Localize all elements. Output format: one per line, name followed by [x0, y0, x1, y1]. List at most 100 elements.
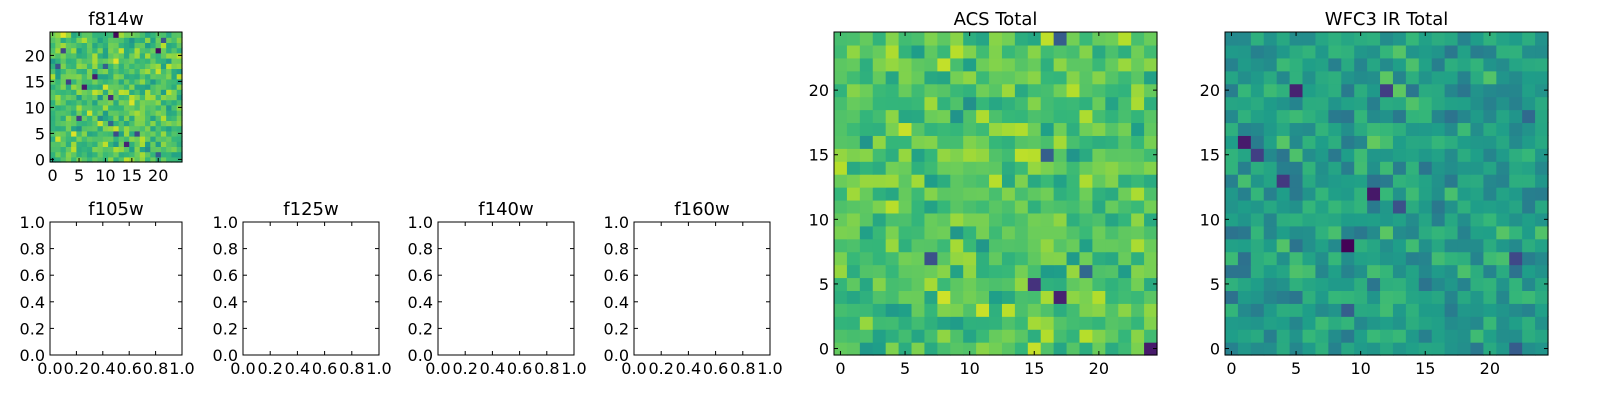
- heatmap-cell: [129, 89, 136, 95]
- heatmap-cell: [134, 68, 141, 75]
- heatmap-cell: [1250, 212, 1265, 227]
- heatmap-cell: [118, 63, 125, 69]
- heatmap-cell: [872, 277, 887, 291]
- heatmap-cell: [71, 156, 77, 163]
- heatmap-cell: [113, 115, 120, 121]
- heatmap-cell: [1496, 70, 1510, 85]
- heatmap-cell: [155, 99, 162, 106]
- heatmap-cell: [102, 120, 109, 127]
- heatmap-cell: [1457, 225, 1472, 240]
- heatmap-cell: [60, 58, 67, 64]
- heatmap-cell: [113, 47, 120, 54]
- heatmap-cell: [76, 73, 83, 80]
- heatmap-cell: [145, 58, 151, 64]
- y-tick-label: 0.6: [20, 266, 45, 285]
- heatmap-cell: [92, 146, 99, 153]
- heatmap-cell: [97, 151, 104, 158]
- heatmap-cell: [92, 120, 99, 127]
- heatmap-cell: [1392, 44, 1407, 59]
- heatmap-cell: [911, 70, 926, 85]
- heatmap-cell: [118, 84, 125, 90]
- y-tick-label: 0.8: [213, 240, 238, 259]
- heatmap-cell: [950, 212, 964, 227]
- x-tick-label: 0.0: [230, 359, 255, 378]
- heatmap-cell: [976, 290, 990, 304]
- heatmap-cell: [1066, 109, 1081, 124]
- heatmap-cell: [989, 135, 1003, 149]
- heatmap-cell: [963, 225, 977, 240]
- panel-title: f814w: [88, 9, 143, 30]
- heatmap-cell: [1250, 96, 1265, 111]
- heatmap-cell: [1276, 174, 1291, 188]
- heatmap-cell: [145, 141, 151, 147]
- heatmap-cell: [108, 110, 114, 116]
- heatmap-cell: [171, 130, 178, 137]
- heatmap-cell: [108, 120, 114, 127]
- heatmap-cell: [1250, 187, 1265, 201]
- heatmap-cell: [1131, 212, 1145, 227]
- heatmap-cell: [1457, 187, 1472, 201]
- heatmap-cell: [1354, 238, 1368, 253]
- heatmap-cell: [1535, 212, 1549, 227]
- heatmap-cell: [155, 68, 162, 75]
- heatmap-cell: [71, 136, 77, 142]
- heatmap-cell: [1328, 44, 1342, 59]
- heatmap-cell: [846, 135, 861, 149]
- heatmap-cell: [1144, 303, 1158, 317]
- heatmap-cell: [937, 96, 951, 111]
- heatmap-cell: [1457, 199, 1472, 214]
- heatmap-cell: [55, 115, 62, 121]
- heatmap-cell: [108, 63, 114, 69]
- heatmap-cell: [1509, 238, 1523, 253]
- heatmap-cell: [1380, 329, 1394, 343]
- heatmap-cell: [1315, 70, 1329, 85]
- heatmap-cell: [1289, 122, 1304, 136]
- heatmap-cell: [1237, 148, 1252, 162]
- heatmap-cell: [1105, 109, 1119, 124]
- heatmap-cell: [134, 42, 141, 49]
- heatmap-cell: [1040, 135, 1055, 149]
- heatmap-cell: [160, 32, 167, 38]
- heatmap-cell: [1509, 96, 1523, 111]
- heatmap-cell: [1483, 122, 1497, 136]
- heatmap-cell: [1431, 57, 1446, 72]
- heatmap-cell: [1367, 277, 1381, 291]
- heatmap-cell: [1354, 32, 1368, 46]
- heatmap-cell: [1341, 109, 1355, 124]
- heatmap-cell: [950, 135, 964, 149]
- heatmap-cell: [1535, 303, 1549, 317]
- heatmap-cell: [1354, 57, 1368, 72]
- heatmap-cell: [92, 130, 99, 137]
- heatmap-cell: [859, 148, 874, 162]
- heatmap-cell: [937, 264, 951, 279]
- heatmap-cell: [1027, 316, 1042, 330]
- heatmap-cell: [76, 47, 83, 54]
- x-tick-label: 0.4: [480, 359, 505, 378]
- heatmap-cell: [1263, 83, 1278, 98]
- x-tick-label: 0.6: [703, 359, 728, 378]
- heatmap-cell: [872, 70, 887, 85]
- heatmap-cell: [1105, 251, 1119, 266]
- heatmap-cell: [123, 78, 130, 85]
- heatmap-cell: [113, 84, 120, 90]
- heatmap-cell: [1001, 70, 1016, 85]
- heatmap-cell: [1225, 277, 1239, 291]
- heatmap-cell: [1341, 96, 1355, 111]
- y-tick-label: 0.4: [213, 293, 238, 312]
- heatmap-cell: [872, 251, 887, 266]
- heatmap-cell: [885, 277, 900, 291]
- heatmap-cell: [1066, 135, 1081, 149]
- heatmap-cell: [1509, 135, 1523, 149]
- heatmap-cell: [1354, 199, 1368, 214]
- heatmap-cell: [1079, 70, 1093, 85]
- heatmap-cell: [1144, 161, 1158, 175]
- heatmap-cell: [1457, 135, 1472, 149]
- heatmap-cell: [160, 63, 167, 69]
- heatmap-cell: [1483, 316, 1497, 330]
- heatmap-cell: [71, 141, 77, 147]
- x-tick-label: 0.8: [339, 359, 364, 378]
- heatmap-cell: [924, 32, 938, 46]
- heatmap-cell: [834, 122, 848, 136]
- heatmap-cell: [1354, 225, 1368, 240]
